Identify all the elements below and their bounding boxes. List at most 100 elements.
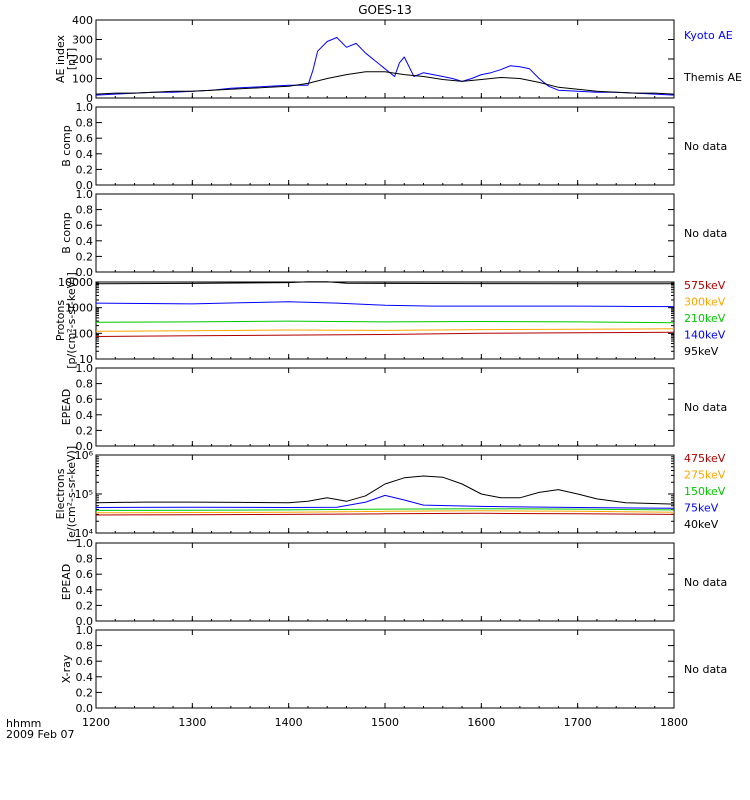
panels: 0 100 200 300 400 AE index[nT] Kyoto AE Themis …: [54, 14, 742, 715]
y-axis-label: Electrons[e/(cm²-s-sr-keV)]: [54, 446, 78, 542]
y-axis-label-line: B comp: [60, 212, 73, 254]
y-tick-label: 0.6: [76, 132, 94, 145]
no-data-label: No data: [684, 140, 727, 153]
legend-entry: 275keV: [684, 469, 726, 482]
y-axis-label: AE index[nT]: [54, 34, 78, 83]
panel-frame: [95, 542, 675, 622]
y-tick-label: 1.0: [76, 362, 94, 375]
series-line-75kev: [95, 494, 675, 509]
legend-entry: 575keV: [684, 279, 726, 292]
y-tick-label: 0.4: [76, 409, 94, 422]
x-tick-label: 1800: [660, 716, 688, 729]
series-line-210kev: [95, 320, 675, 324]
y-tick-label: 0.2: [76, 163, 94, 176]
y-axis-label-line: AE index: [54, 34, 67, 83]
y-tick-label: 0.4: [76, 148, 94, 161]
y-tick-label: 400: [72, 14, 93, 27]
y-tick-label: 0.0: [76, 440, 94, 453]
no-data-label: No data: [684, 576, 727, 589]
y-tick-label: 10000: [58, 276, 93, 289]
y-tick-label: 10⁵: [75, 488, 93, 501]
y-axis-label-line: B comp: [60, 125, 73, 167]
legend-entry: 75keV: [684, 502, 719, 515]
chart-title: GOES-13: [358, 3, 412, 17]
y-tick-label: 10⁶: [75, 449, 94, 462]
y-tick-label: 0.6: [76, 568, 94, 581]
footer-time-format: hhmm: [6, 717, 41, 730]
x-tick-label: 1700: [564, 716, 592, 729]
series-line-themis-ae: [95, 71, 675, 95]
y-tick-label: 100: [72, 327, 93, 340]
panel-bcomp1: 0.0 0.2 0.4 0.6 0.8 1.0B comp No data: [60, 101, 727, 192]
legend-entry: 150keV: [684, 485, 726, 498]
y-axis-label-line: [nT]: [65, 48, 78, 70]
panel-epead2: 0.0 0.2 0.4 0.6 0.8 1.0 EPEAD No data: [60, 537, 727, 628]
panel-frame: [95, 454, 675, 534]
y-tick-label: 0.0: [76, 179, 94, 192]
legend-entry: 300keV: [684, 296, 726, 309]
y-tick-label: 0.2: [76, 686, 94, 699]
panel-frame: [95, 193, 675, 273]
y-axis-label-line: X-ray: [60, 654, 73, 683]
y-tick-label: 1.0: [76, 537, 94, 550]
series-line-475kev: [95, 512, 675, 516]
y-tick-label: 0.2: [76, 250, 94, 263]
y-axis-label: EPEAD: [60, 564, 73, 601]
x-tick-label: 1500: [371, 716, 399, 729]
panel-xray: 0.0 0.2 0.4 0.6 0.8 1.0 X-ray No data: [60, 624, 727, 715]
x-tick-label: 1600: [467, 716, 495, 729]
footer-date: 2009 Feb 07: [6, 728, 74, 741]
series-line-575kev: [95, 331, 675, 337]
y-tick-label: 0.8: [76, 117, 94, 130]
series-line-95kev: [95, 281, 675, 285]
y-tick-label: 200: [72, 53, 93, 66]
y-axis-label-line: [p/(cm²-s-sr-keV)]: [65, 272, 78, 369]
y-tick-label: 0.6: [76, 393, 94, 406]
x-tick-label: 1200: [82, 716, 110, 729]
legend-entry: 210keV: [684, 312, 726, 325]
y-axis-label-line: [e/(cm²-s-sr-keV)]: [65, 446, 78, 542]
y-tick-label: 0.4: [76, 671, 94, 684]
panel-frame: [95, 367, 675, 447]
y-tick-label: 1.0: [76, 188, 94, 201]
y-tick-label: 0.4: [76, 584, 94, 597]
y-axis-label: X-ray: [60, 654, 73, 683]
y-tick-label: 0.8: [76, 640, 94, 653]
no-data-label: No data: [684, 663, 727, 676]
no-data-label: No data: [684, 227, 727, 240]
y-tick-label: 0.8: [76, 204, 94, 217]
legend-entry: 40keV: [684, 518, 719, 531]
y-axis-label: B comp: [60, 212, 73, 254]
series-line-150kev: [95, 508, 675, 511]
y-tick-label: 0.2: [76, 424, 94, 437]
y-axis-label-line: EPEAD: [60, 564, 73, 601]
panel-ae: 0 100 200 300 400 AE index[nT] Kyoto AE Themis …: [54, 14, 742, 105]
y-tick-label: 10⁴: [75, 527, 94, 540]
series-line-275kev: [95, 510, 675, 514]
y-axis-label-line: EPEAD: [60, 389, 73, 426]
panel-frame: [95, 19, 675, 99]
panel-bcomp2: 0.0 0.2 0.4 0.6 0.8 1.0B comp No data: [60, 188, 727, 279]
y-tick-label: 0.0: [76, 702, 94, 715]
series-line-40kev: [95, 475, 675, 505]
y-tick-label: 100: [72, 73, 93, 86]
y-tick-label: 0.8: [76, 378, 94, 391]
panel-frame: [95, 629, 675, 709]
x-tick-label: 1300: [178, 716, 206, 729]
y-tick-label: 0.8: [76, 553, 94, 566]
x-tick-label: 1400: [275, 716, 303, 729]
y-tick-label: 1.0: [76, 101, 94, 114]
y-tick-label: 0.6: [76, 219, 94, 232]
y-tick-label: 0.4: [76, 235, 94, 248]
no-data-label: No data: [684, 401, 727, 414]
y-tick-label: 0.2: [76, 599, 94, 612]
y-tick-label: 1000: [65, 302, 93, 315]
legend-entry: 475keV: [684, 452, 726, 465]
x-axis: 1200 1300 1400 1500 1600 1700 1800: [82, 716, 688, 729]
legend-entry: Kyoto AE: [684, 29, 733, 42]
y-tick-label: 0.0: [76, 266, 94, 279]
y-axis-label-line: Protons: [54, 300, 67, 341]
panel-frame: [95, 106, 675, 186]
